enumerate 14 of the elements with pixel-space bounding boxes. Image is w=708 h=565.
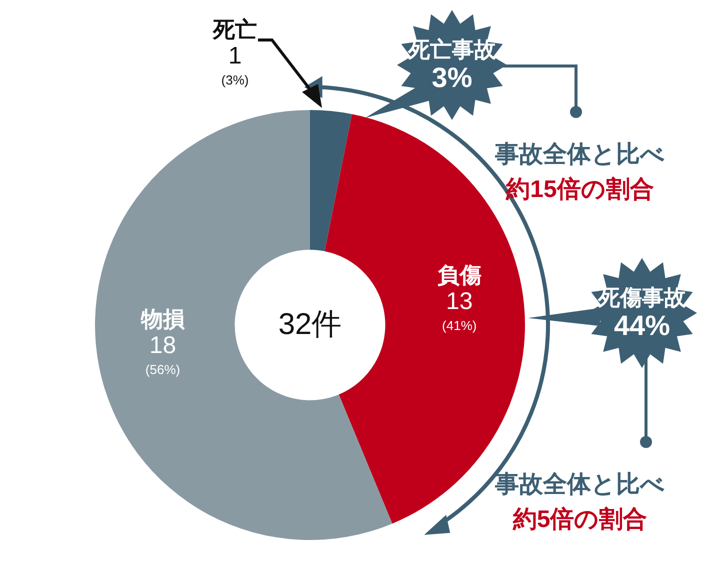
text: (56%)	[145, 362, 180, 377]
slice-label: 負傷	[437, 262, 482, 288]
text: 約5倍の割合	[512, 506, 648, 534]
text: 約15倍の割合	[504, 176, 655, 204]
data-label: 1	[228, 42, 242, 70]
text: 32件	[277, 308, 343, 342]
text: (41%)	[442, 318, 477, 333]
data-label: 13	[446, 288, 473, 315]
slice-label: 死亡	[212, 17, 257, 42]
text: 事故全体と比べ	[494, 141, 666, 169]
data-label: 18	[149, 332, 176, 359]
text: 事故全体と比べ	[494, 471, 666, 499]
slice-label: 物損	[140, 306, 185, 332]
text: (3%)	[221, 72, 249, 88]
